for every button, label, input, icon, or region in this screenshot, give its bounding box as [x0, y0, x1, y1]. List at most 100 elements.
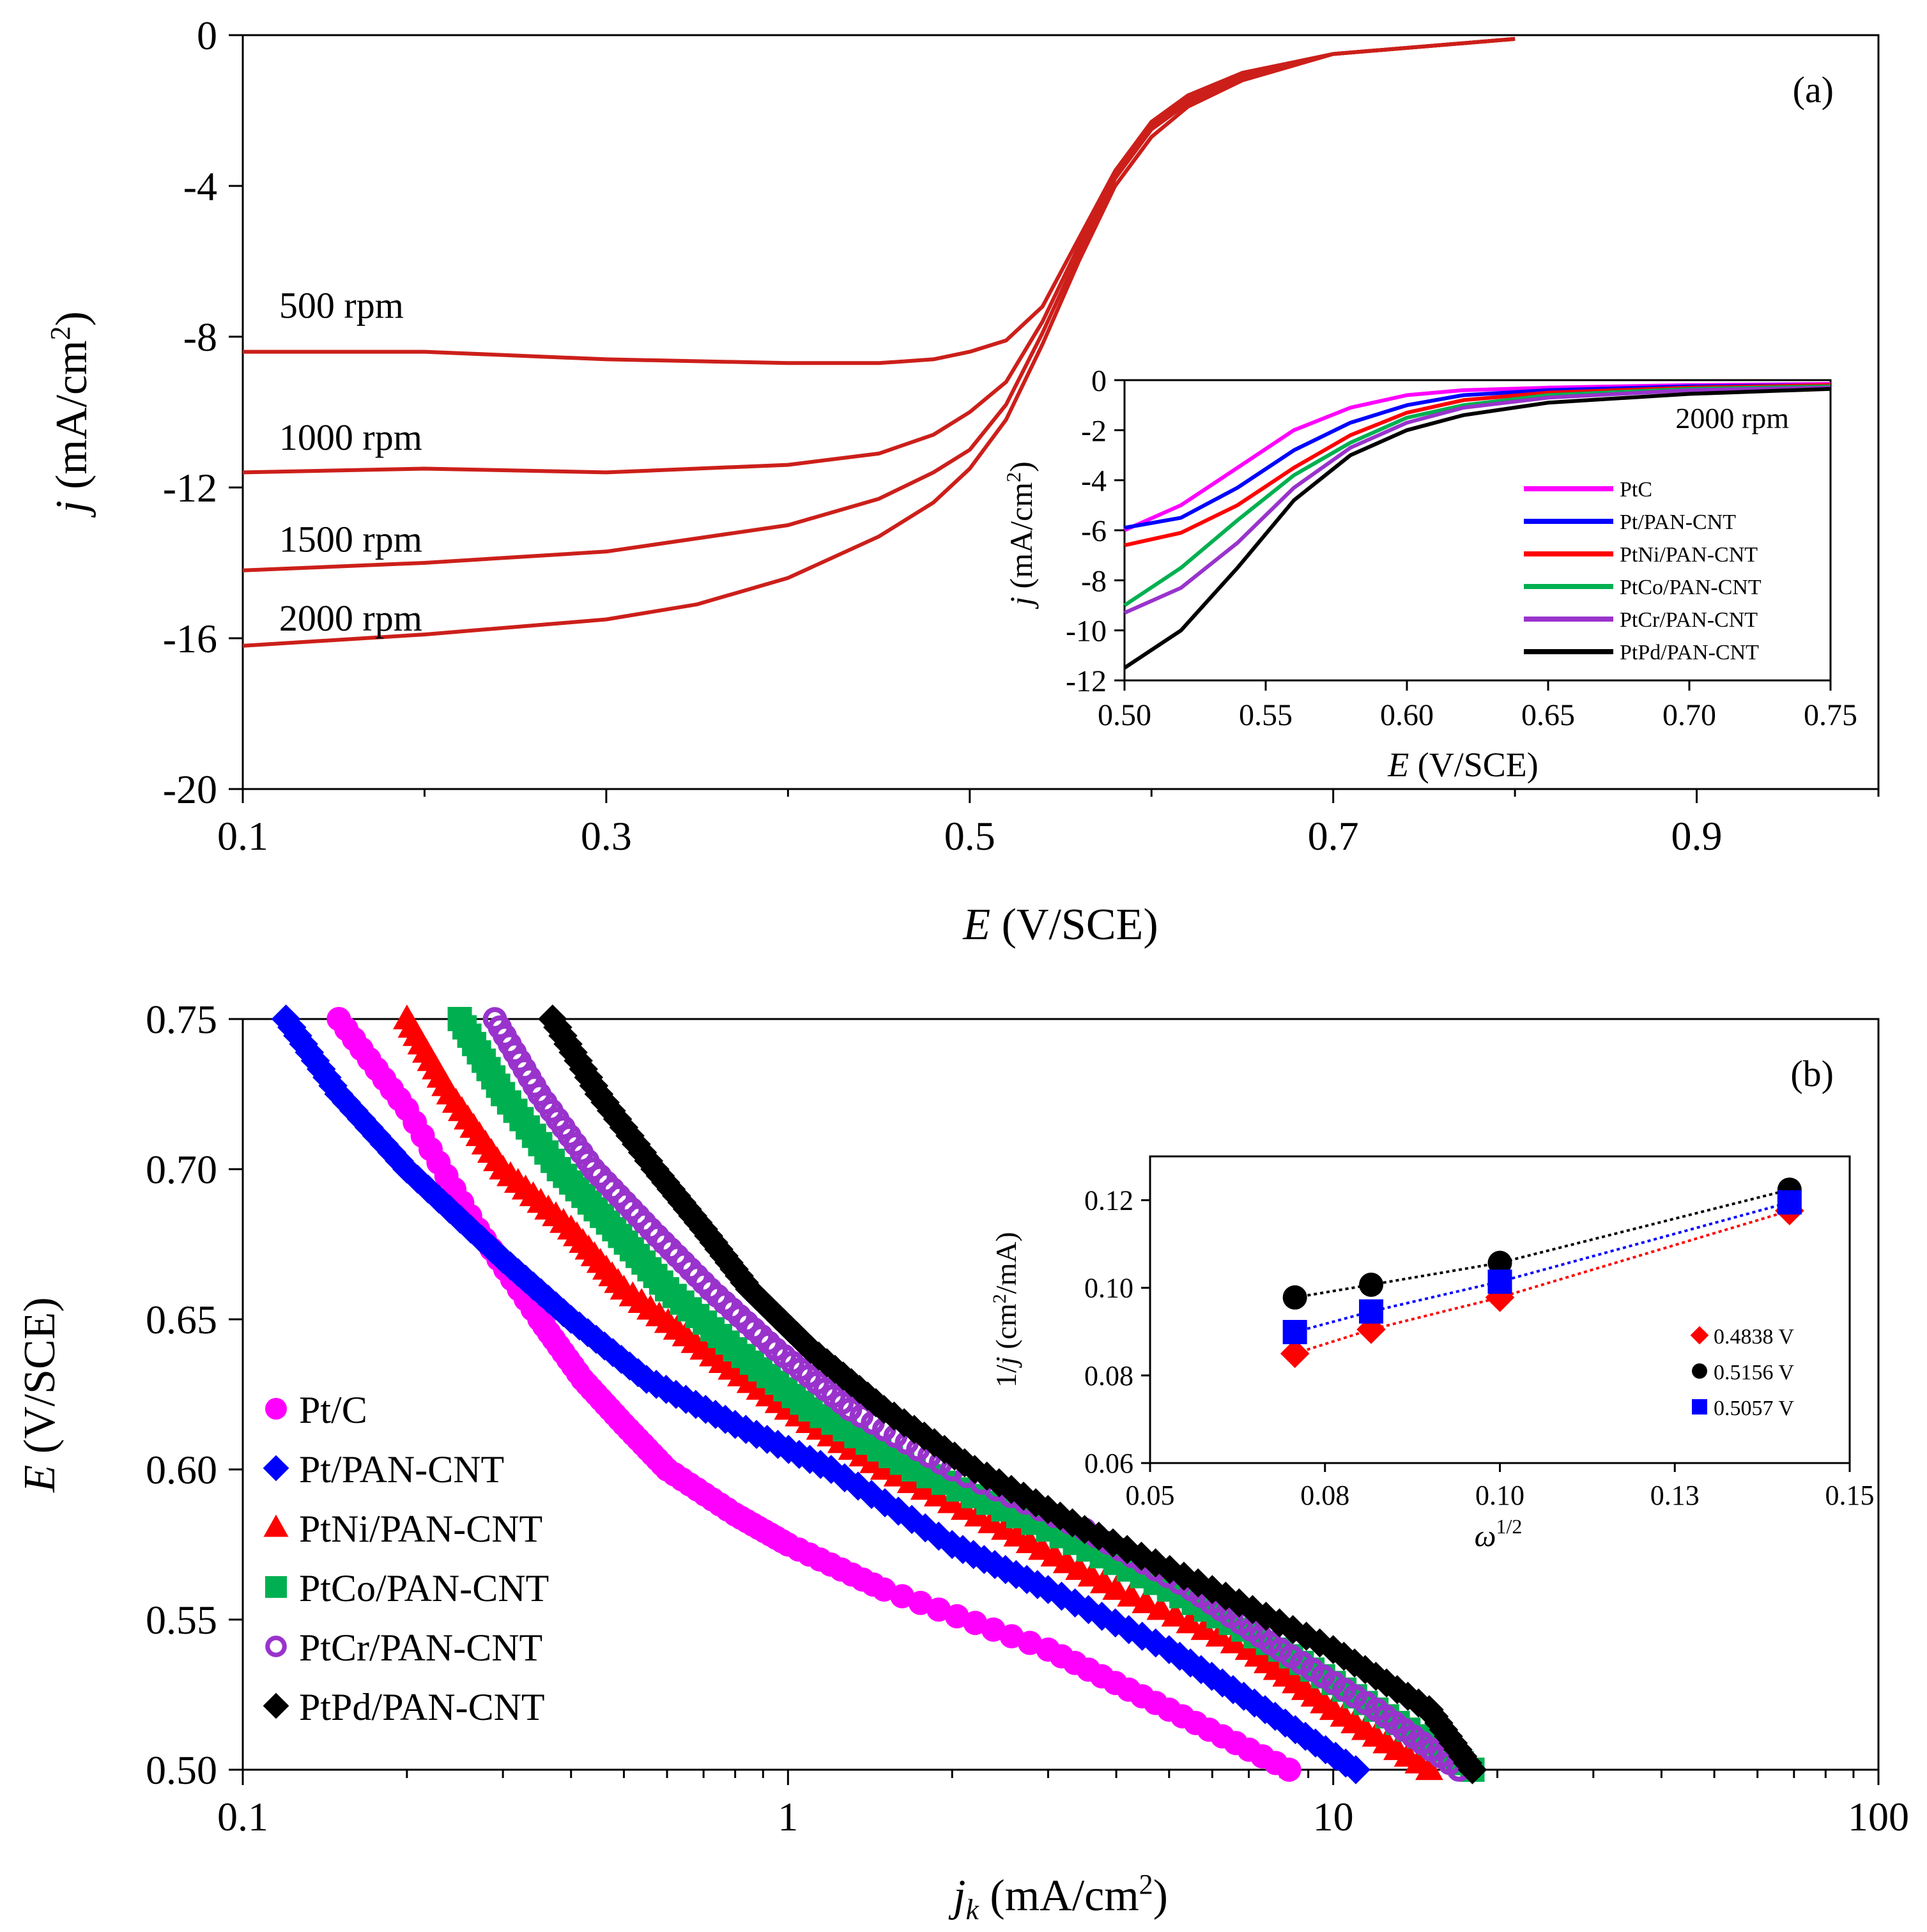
panel-b-x-tick-label: 10	[1313, 1794, 1354, 1839]
panel-b-y-tick-label: 0.75	[146, 997, 217, 1042]
panel-b-inset-y-tick-label: 0.06	[1084, 1448, 1133, 1479]
panel-a-inset-x-tick-label: 0.50	[1098, 698, 1151, 732]
panel-b-inset: 0.12 0.10 0.08 0.06 0.05 0.08 0.10 0.13 0.15 0.…	[989, 1155, 1875, 1553]
panel-b-x-axis-sub: k	[965, 1893, 979, 1926]
panel-a-x-tick-label: 0.1	[217, 813, 268, 859]
panel-b-legend-marker	[263, 1692, 289, 1719]
panel-b-point	[889, 1408, 919, 1438]
panel-b-point	[1089, 1568, 1118, 1593]
panel-a-inset-x-tick-label: 0.75	[1804, 698, 1857, 732]
panel-b-point	[1310, 1735, 1340, 1765]
panel-b-point	[1383, 1675, 1412, 1705]
panel-b-inset-x-axis-sup: 1/2	[1496, 1515, 1523, 1538]
panel-b-inset-y-tick-label: 0.12	[1084, 1185, 1133, 1216]
panel-b-inset-y-axis-sup: 2	[989, 1294, 1010, 1303]
panel-b-y-axis-title: E (V/SCE)	[15, 1297, 65, 1492]
panel-a-x-axis-unit: (V/SCE)	[990, 900, 1158, 949]
panel-b-legend-marker	[265, 1636, 287, 1657]
panel-a-y-axis-sup: 2	[45, 326, 76, 341]
panel-b-inset-legend: 0.4838 V 0.5156 V 0.5057 V	[1690, 1325, 1794, 1420]
panel-b-inset-fit-line	[1294, 1209, 1790, 1355]
panel-a-inset-series	[1123, 381, 1831, 670]
panel-b-inset-legend-marker	[1690, 1326, 1709, 1345]
panel-a-y-ticks: 0 -4 -8 -12 -16 -20	[163, 13, 243, 812]
panel-b-inset-x-axis-var: ω	[1475, 1519, 1496, 1553]
panel-a-inset-legend-label: PtCr/PAN-CNT	[1620, 608, 1758, 632]
panel-b-inset-fit-line	[1294, 1201, 1790, 1333]
panel-b-inset-legend-label: 0.4838 V	[1714, 1325, 1794, 1349]
panel-b-point	[1040, 1541, 1069, 1567]
panel-b-inset-point	[1359, 1272, 1384, 1297]
panel-b-point	[681, 1390, 710, 1419]
panel-a-inset-y-axis-title: j (mA/cm2)	[1002, 461, 1039, 610]
panel-a-curve-label: 500 rpm	[279, 285, 404, 326]
panel-b-inset-point	[1280, 1338, 1310, 1368]
panel-b-point	[774, 1434, 803, 1464]
panel-b-point	[1052, 1548, 1081, 1574]
panel-b-inset-y-axis-unit-end: /mA)	[990, 1232, 1022, 1294]
panel-b-point	[958, 1540, 988, 1569]
panel-b-point	[845, 1374, 875, 1404]
panel-a-inset-y-tick-label: 0	[1091, 364, 1107, 398]
panel-b-point	[812, 1348, 841, 1377]
panel-a: 0-4-8-12-16-20 0.1 0.3 0.5 0.7 0.9 500 rpm10…	[45, 13, 1880, 949]
panel-b-point	[830, 1463, 859, 1492]
panel-b-legend-marker	[265, 1576, 287, 1598]
panel-b-point	[940, 1441, 969, 1471]
panel-a-inset-legend: PtC Pt/PAN-CNT PtNi/PAN-CNT PtCo/PAN-CNT PtC…	[1524, 478, 1762, 664]
panel-b-point	[1183, 1568, 1213, 1598]
panel-b-legend-label: PtNi/PAN-CNT	[299, 1508, 542, 1550]
panel-a-plot-frame	[242, 34, 1880, 790]
panel-b-point	[623, 1358, 653, 1388]
panel-b-y-axis-unit: (V/SCE)	[15, 1297, 65, 1465]
panel-b-y-tick-label: 0.65	[146, 1297, 217, 1342]
panel-b-point	[1117, 1581, 1145, 1607]
panel-b-inset-y-axis-unit: (cm	[990, 1303, 1022, 1356]
panel-a-y-tick-label: 0	[197, 13, 217, 58]
panel-b-inset-x-tick-label: 0.10	[1475, 1480, 1524, 1511]
panel-b-inset-legend-marker	[1692, 1399, 1707, 1414]
panel-b-x-tick-label: 1	[778, 1794, 798, 1839]
panel-b-series-PtPd/PAN-CNT	[538, 1004, 1487, 1784]
panel-b-inset-x-tick-label: 0.05	[1126, 1480, 1175, 1511]
panel-b-point	[1033, 1494, 1063, 1524]
panel-b-inset-point	[1359, 1299, 1384, 1324]
panel-b-inset-y-axis-title: 1/j (cm2/mA)	[989, 1232, 1022, 1388]
panel-b-y-tick-label: 0.60	[146, 1447, 217, 1492]
panel-b-series	[271, 1004, 1487, 1784]
panel-b-inset-point	[1282, 1319, 1307, 1344]
panel-a-y-tick-label: -12	[163, 465, 217, 510]
panel-b-point	[908, 1590, 933, 1615]
panel-b-inset-y-axis-pre: 1/	[990, 1365, 1022, 1388]
panel-b-point	[861, 1388, 891, 1418]
panel-a-inset-annotation: 2000 rpm	[1675, 402, 1789, 434]
panel-b-x-axis-unit: (mA/cm	[979, 1871, 1139, 1920]
panel-b-inset-point	[1777, 1190, 1802, 1215]
panel-b-point	[651, 1374, 681, 1404]
panel-b-point	[606, 1344, 636, 1374]
panel-a-y-tick-label: -8	[183, 314, 217, 360]
panel-a-inset-y-tick-label: -12	[1066, 664, 1107, 698]
panel-b-plot-frame	[242, 1018, 1880, 1771]
panel-b-point	[843, 1471, 873, 1501]
panel-b-legend: Pt/C Pt/PAN-CNT PtNi/PAN-CNT PtCo/PAN-CNT Pt…	[263, 1389, 549, 1728]
panel-a-y-axis-unit: (mA/cm	[47, 341, 96, 501]
panel-a-y-axis-unit-end: )	[47, 311, 96, 326]
panel-b-point	[991, 1515, 1019, 1540]
panel-b-point	[1017, 1630, 1042, 1655]
panel-b-inset-y-ticks: 0.12 0.10 0.08 0.06	[1084, 1185, 1150, 1479]
panel-a-inset-y-axis-unit-end: )	[1003, 461, 1039, 472]
panel-b-series-Pt/C	[326, 1007, 1301, 1782]
panel-b-point	[1169, 1561, 1199, 1591]
panel-b-x-axis-sup: 2	[1139, 1869, 1153, 1900]
panel-b-x-tick-label: 100	[1848, 1794, 1909, 1839]
panel-b-point	[1305, 1628, 1335, 1658]
panel-a-x-tick-label: 0.3	[581, 813, 632, 859]
panel-b-legend-marker	[265, 1398, 287, 1420]
panel-b-point	[1176, 1648, 1205, 1678]
panel-a-y-tick-label: -16	[163, 616, 217, 661]
panel-a-curve-500-rpm	[243, 36, 1516, 365]
panel-b-legend-marker	[263, 1455, 289, 1482]
panel-a-inset-y-axis-unit: (mA/cm	[1003, 482, 1039, 597]
